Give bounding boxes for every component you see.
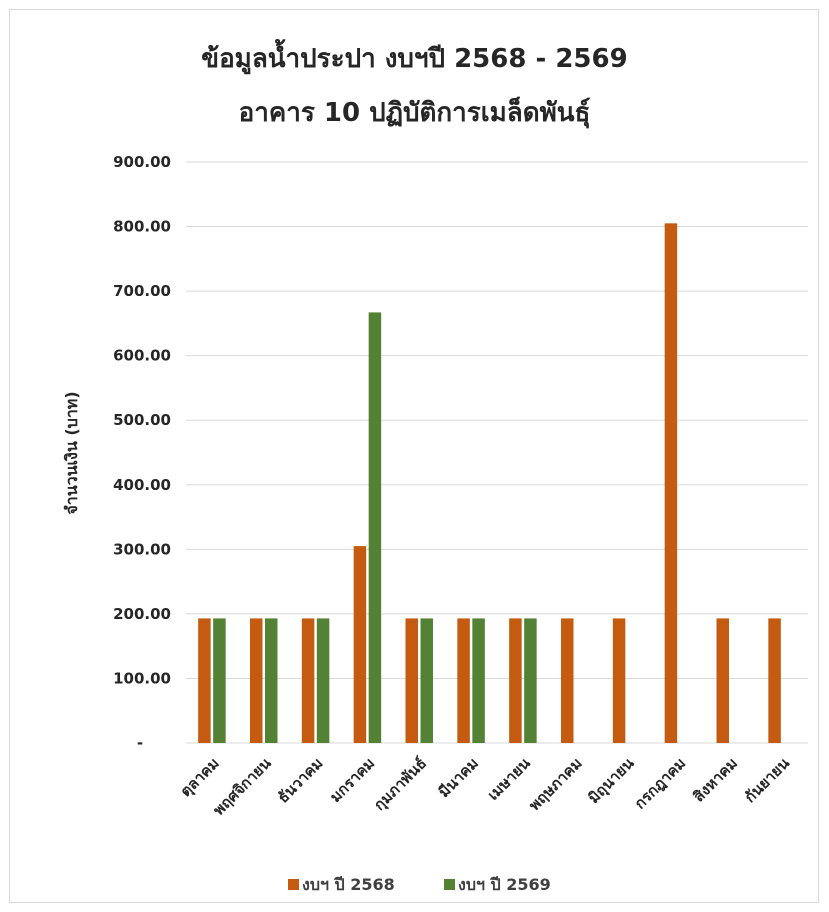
legend-swatch-0 bbox=[288, 879, 299, 890]
bar-series-0-5 bbox=[457, 618, 470, 743]
legend: งบฯ ปี 2568 งบฯ ปี 2569 bbox=[288, 875, 551, 894]
y-tick-label-5: 500.00 bbox=[113, 411, 171, 429]
chart-frame bbox=[9, 9, 819, 903]
y-tick-label-2: 200.00 bbox=[113, 605, 171, 623]
x-tick-label-5: มีนาคม bbox=[435, 754, 482, 801]
bars bbox=[198, 223, 781, 744]
x-tick-label-1: พฤศจิกายน bbox=[210, 754, 275, 819]
bar-series-0-10 bbox=[716, 618, 729, 743]
bar-series-0-11 bbox=[768, 618, 781, 743]
y-tick-label-6: 600.00 bbox=[113, 347, 171, 365]
y-tick-label-0: - bbox=[137, 734, 143, 752]
bar-series-1-0 bbox=[213, 618, 226, 743]
y-axis-tick-labels: - 100.00 200.00 300.00 400.00 500.00 600.00 700… bbox=[113, 153, 171, 752]
bar-series-0-6 bbox=[509, 618, 522, 743]
legend-swatch-1 bbox=[444, 879, 455, 890]
bar-series-1-4 bbox=[420, 618, 433, 743]
bar-series-0-1 bbox=[250, 618, 263, 743]
legend-label-0: งบฯ ปี 2568 bbox=[302, 875, 395, 894]
bar-series-1-3 bbox=[368, 312, 382, 743]
y-tick-label-1: 100.00 bbox=[113, 669, 171, 687]
bar-series-0-7 bbox=[561, 618, 574, 743]
y-tick-label-8: 800.00 bbox=[113, 218, 171, 236]
y-tick-label-4: 400.00 bbox=[113, 476, 171, 494]
x-tick-label-10: สิงหาคม bbox=[690, 754, 741, 805]
bar-series-0-4 bbox=[405, 618, 418, 743]
x-tick-label-7: พฤษภาคม bbox=[525, 754, 585, 814]
y-tick-label-9: 900.00 bbox=[113, 153, 171, 171]
bar-series-1-6 bbox=[524, 618, 537, 743]
x-tick-label-9: กรกฎาคม bbox=[631, 754, 689, 812]
gridlines bbox=[186, 161, 808, 744]
legend-label-1: งบฯ ปี 2569 bbox=[458, 875, 551, 894]
bar-series-0-3 bbox=[353, 546, 367, 743]
y-tick-label-3: 300.00 bbox=[113, 540, 171, 558]
x-tick-label-3: มกราคม bbox=[326, 754, 378, 806]
bar-series-0-9 bbox=[664, 223, 678, 744]
bar-series-1-2 bbox=[316, 618, 330, 743]
y-tick-label-7: 700.00 bbox=[113, 282, 171, 300]
bar-series-0-8 bbox=[612, 618, 626, 743]
chart-title-line-2: อาคาร 10 ปฏิบัติการเมล็ดพันธุ์ bbox=[238, 98, 591, 128]
bar-series-0-0 bbox=[198, 618, 211, 743]
x-tick-label-2: ธันวาคม bbox=[274, 754, 326, 806]
bar-series-0-2 bbox=[301, 618, 315, 743]
x-tick-label-11: กันยายน bbox=[741, 754, 794, 807]
bar-series-1-5 bbox=[472, 618, 485, 743]
x-tick-label-4: กุมภาพันธ์ bbox=[370, 754, 431, 815]
chart-title-line-1: ข้อมูลน้ำประปา งบฯปี 2568 - 2569 bbox=[201, 44, 628, 74]
bar-series-1-1 bbox=[265, 618, 278, 743]
y-axis-label: จำนวนเงิน (บาท) bbox=[62, 391, 81, 514]
x-tick-label-0: ตุลาคม bbox=[177, 754, 224, 801]
x-tick-label-6: เมษายน bbox=[484, 754, 534, 804]
